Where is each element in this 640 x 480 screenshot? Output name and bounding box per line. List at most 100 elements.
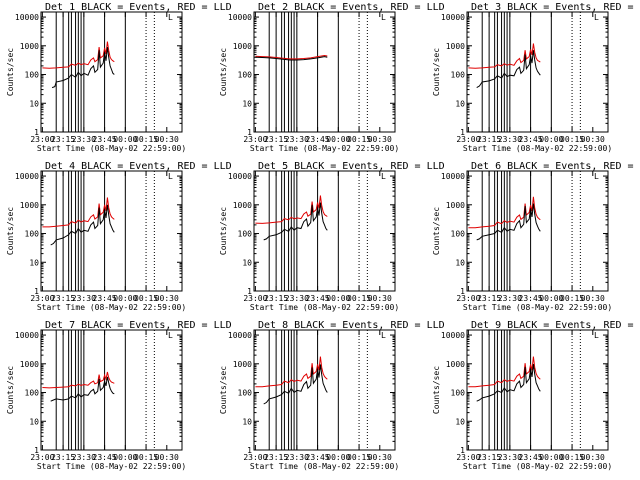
legend-mark: L bbox=[381, 331, 386, 340]
x-tick-label: 23:30 bbox=[285, 135, 309, 144]
y-tick-label: 100 bbox=[238, 71, 253, 80]
lld-series-line bbox=[255, 195, 328, 224]
x-tick-label: 00:00 bbox=[539, 294, 563, 303]
x-tick-label: 23:30 bbox=[72, 135, 96, 144]
x-tick-label: 23:30 bbox=[72, 294, 96, 303]
legend-mark: L bbox=[381, 172, 386, 181]
x-tick-label: 00:15 bbox=[347, 294, 371, 303]
y-tick-label: 10000 bbox=[441, 172, 465, 181]
panel-title: Det 9 BLACK = Events, RED = LLD bbox=[471, 320, 640, 331]
legend-mark: L bbox=[168, 172, 173, 181]
y-tick-label: 1 bbox=[247, 446, 252, 455]
x-axis-label: Start Time (08-May-02 22:59:00) bbox=[250, 303, 399, 312]
y-tick-label: 1000 bbox=[233, 42, 252, 51]
y-tick-label: 10000 bbox=[228, 172, 252, 181]
legend-mark: L bbox=[381, 13, 386, 22]
y-tick-label: 1 bbox=[460, 446, 465, 455]
events-series-line bbox=[476, 50, 541, 89]
legend-mark: L bbox=[594, 13, 599, 22]
y-tick-label: 100 bbox=[238, 389, 253, 398]
panel-5: Det 5 BLACK = Events, RED = LLD 1 10 100 100… bbox=[219, 161, 445, 312]
lld-series-line bbox=[255, 356, 328, 388]
panel-title: Det 1 BLACK = Events, RED = LLD bbox=[45, 2, 232, 13]
x-tick-label: 23:00 bbox=[30, 453, 54, 462]
y-tick-label: 10000 bbox=[441, 331, 465, 340]
x-tick-label: 00:15 bbox=[560, 135, 584, 144]
x-tick-label: 00:15 bbox=[560, 453, 584, 462]
panel-7: Det 7 BLACK = Events, RED = LLD 1 10 100 100… bbox=[6, 320, 232, 471]
x-tick-label: 23:45 bbox=[519, 453, 543, 462]
y-tick-label: 100 bbox=[451, 230, 466, 239]
x-tick-label: 00:00 bbox=[326, 135, 350, 144]
y-tick-label: 1 bbox=[34, 128, 39, 137]
x-tick-label: 23:00 bbox=[456, 453, 480, 462]
y-tick-label: 1000 bbox=[233, 360, 252, 369]
y-tick-label: 100 bbox=[238, 230, 253, 239]
y-tick-label: 100 bbox=[25, 230, 40, 239]
x-axis-label: Start Time (08-May-02 22:59:00) bbox=[463, 303, 612, 312]
x-tick-label: 23:15 bbox=[51, 294, 75, 303]
legend-mark: L bbox=[168, 331, 173, 340]
x-tick-label: 00:30 bbox=[368, 453, 392, 462]
x-tick-label: 23:15 bbox=[477, 294, 501, 303]
x-tick-label: 00:00 bbox=[326, 453, 350, 462]
y-tick-label: 1000 bbox=[233, 201, 252, 210]
y-tick-label: 10000 bbox=[15, 172, 39, 181]
x-tick-label: 23:45 bbox=[306, 453, 330, 462]
y-tick-label: 1 bbox=[460, 287, 465, 296]
x-tick-label: 23:00 bbox=[30, 135, 54, 144]
y-tick-label: 10 bbox=[29, 417, 39, 426]
y-tick-label: 10 bbox=[29, 99, 39, 108]
panel-title: Det 7 BLACK = Events, RED = LLD bbox=[45, 320, 232, 331]
legend-mark: L bbox=[168, 13, 173, 22]
lld-series-line bbox=[468, 43, 541, 69]
y-tick-label: 1000 bbox=[20, 42, 39, 51]
panel-1: Det 1 BLACK = Events, RED = LLD 1 10 100 100… bbox=[6, 2, 232, 153]
x-tick-label: 23:30 bbox=[72, 453, 96, 462]
events-series-line bbox=[50, 376, 115, 402]
x-tick-label: 23:30 bbox=[498, 294, 522, 303]
plot-frame bbox=[466, 329, 609, 451]
y-axis-label: Counts/sec bbox=[432, 207, 441, 255]
panel-4: Det 4 BLACK = Events, RED = LLD 1 10 100 100… bbox=[6, 161, 232, 312]
y-axis-label: Counts/sec bbox=[6, 48, 15, 96]
plot-frame bbox=[253, 170, 396, 292]
x-tick-label: 23:00 bbox=[243, 453, 267, 462]
y-tick-label: 100 bbox=[451, 389, 466, 398]
x-axis-label: Start Time (08-May-02 22:59:00) bbox=[250, 462, 399, 471]
y-tick-label: 10 bbox=[242, 417, 252, 426]
x-tick-label: 00:15 bbox=[134, 294, 158, 303]
x-tick-label: 00:00 bbox=[326, 294, 350, 303]
y-axis-label: Counts/sec bbox=[432, 366, 441, 414]
x-tick-label: 00:15 bbox=[560, 294, 584, 303]
x-tick-label: 23:45 bbox=[93, 294, 117, 303]
lld-series-line bbox=[42, 197, 115, 228]
lld-series-line bbox=[255, 54, 328, 60]
plot-frame bbox=[40, 329, 183, 451]
x-tick-label: 00:00 bbox=[539, 135, 563, 144]
y-axis-label: Counts/sec bbox=[6, 366, 15, 414]
x-tick-label: 23:00 bbox=[243, 135, 267, 144]
panel-9: Det 9 BLACK = Events, RED = LLD 1 10 100 100… bbox=[432, 320, 640, 471]
events-series-line bbox=[50, 204, 115, 246]
x-tick-label: 23:00 bbox=[30, 294, 54, 303]
x-axis-label: Start Time (08-May-02 22:59:00) bbox=[37, 462, 186, 471]
y-axis-label: Counts/sec bbox=[6, 207, 15, 255]
panel-8: Det 8 BLACK = Events, RED = LLD 1 10 100 100… bbox=[219, 320, 445, 471]
panel-title: Det 8 BLACK = Events, RED = LLD bbox=[258, 320, 445, 331]
panel-3: Det 3 BLACK = Events, RED = LLD 1 10 100 100… bbox=[432, 2, 640, 153]
events-series-line bbox=[51, 47, 115, 89]
x-tick-label: 23:30 bbox=[285, 453, 309, 462]
legend-mark: L bbox=[594, 172, 599, 181]
legend-mark: L bbox=[594, 331, 599, 340]
events-series-line bbox=[255, 56, 328, 61]
y-tick-label: 10 bbox=[242, 99, 252, 108]
y-axis-label: Counts/sec bbox=[219, 48, 228, 96]
events-series-line bbox=[263, 202, 328, 241]
y-tick-label: 10 bbox=[29, 258, 39, 267]
lld-series-line bbox=[468, 196, 541, 229]
y-tick-label: 1 bbox=[247, 287, 252, 296]
x-axis-label: Start Time (08-May-02 22:59:00) bbox=[37, 303, 186, 312]
x-tick-label: 00:00 bbox=[113, 135, 137, 144]
